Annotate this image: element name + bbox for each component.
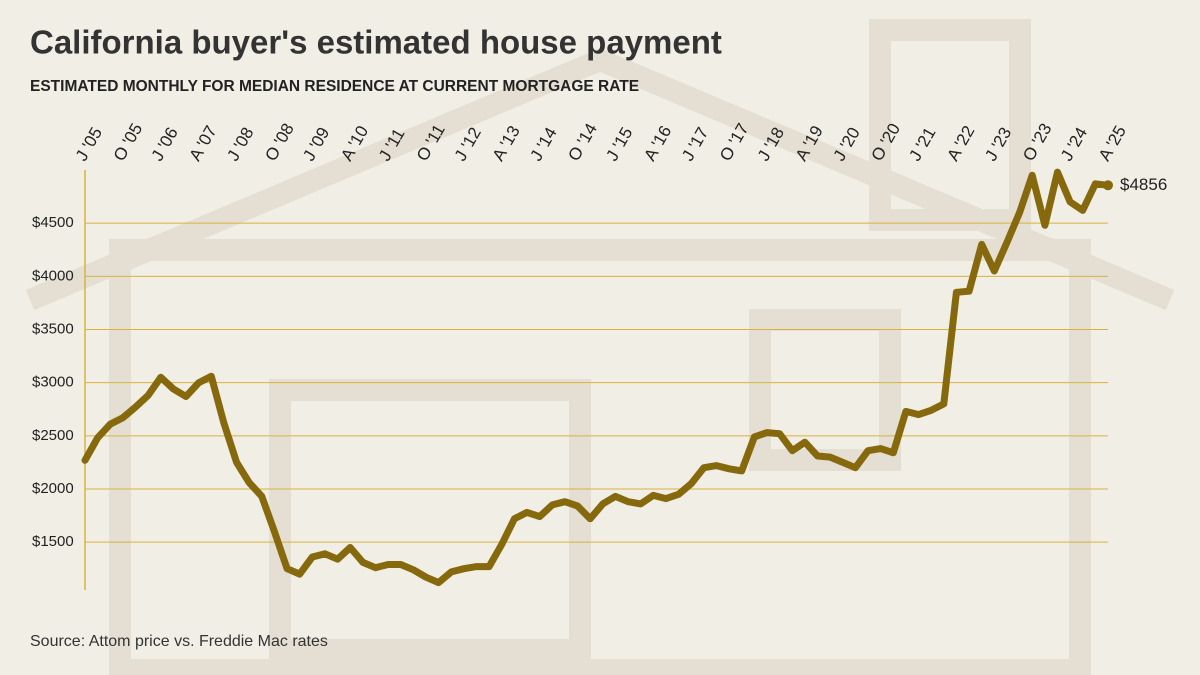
y-tick-label: $4500 — [32, 214, 74, 231]
y-tick-label: $4000 — [32, 267, 74, 284]
house-backdrop — [25, 19, 1175, 675]
y-tick-label: $3000 — [32, 374, 74, 391]
data-line — [81, 168, 1112, 587]
source-note: Source: Attom price vs. Freddie Mac rate… — [30, 633, 328, 650]
y-tick-label: $3500 — [32, 320, 74, 337]
chart-subtitle: ESTIMATED MONTHLY FOR MEDIAN RESIDENCE A… — [30, 78, 639, 95]
y-tick-label: $2500 — [32, 427, 74, 444]
chart-title: California buyer's estimated house payme… — [30, 24, 722, 61]
value-label: $4856 — [1120, 175, 1167, 194]
end-point — [1103, 180, 1113, 191]
y-tick-label: $2000 — [32, 480, 74, 497]
y-tick-label: $1500 — [32, 533, 74, 550]
